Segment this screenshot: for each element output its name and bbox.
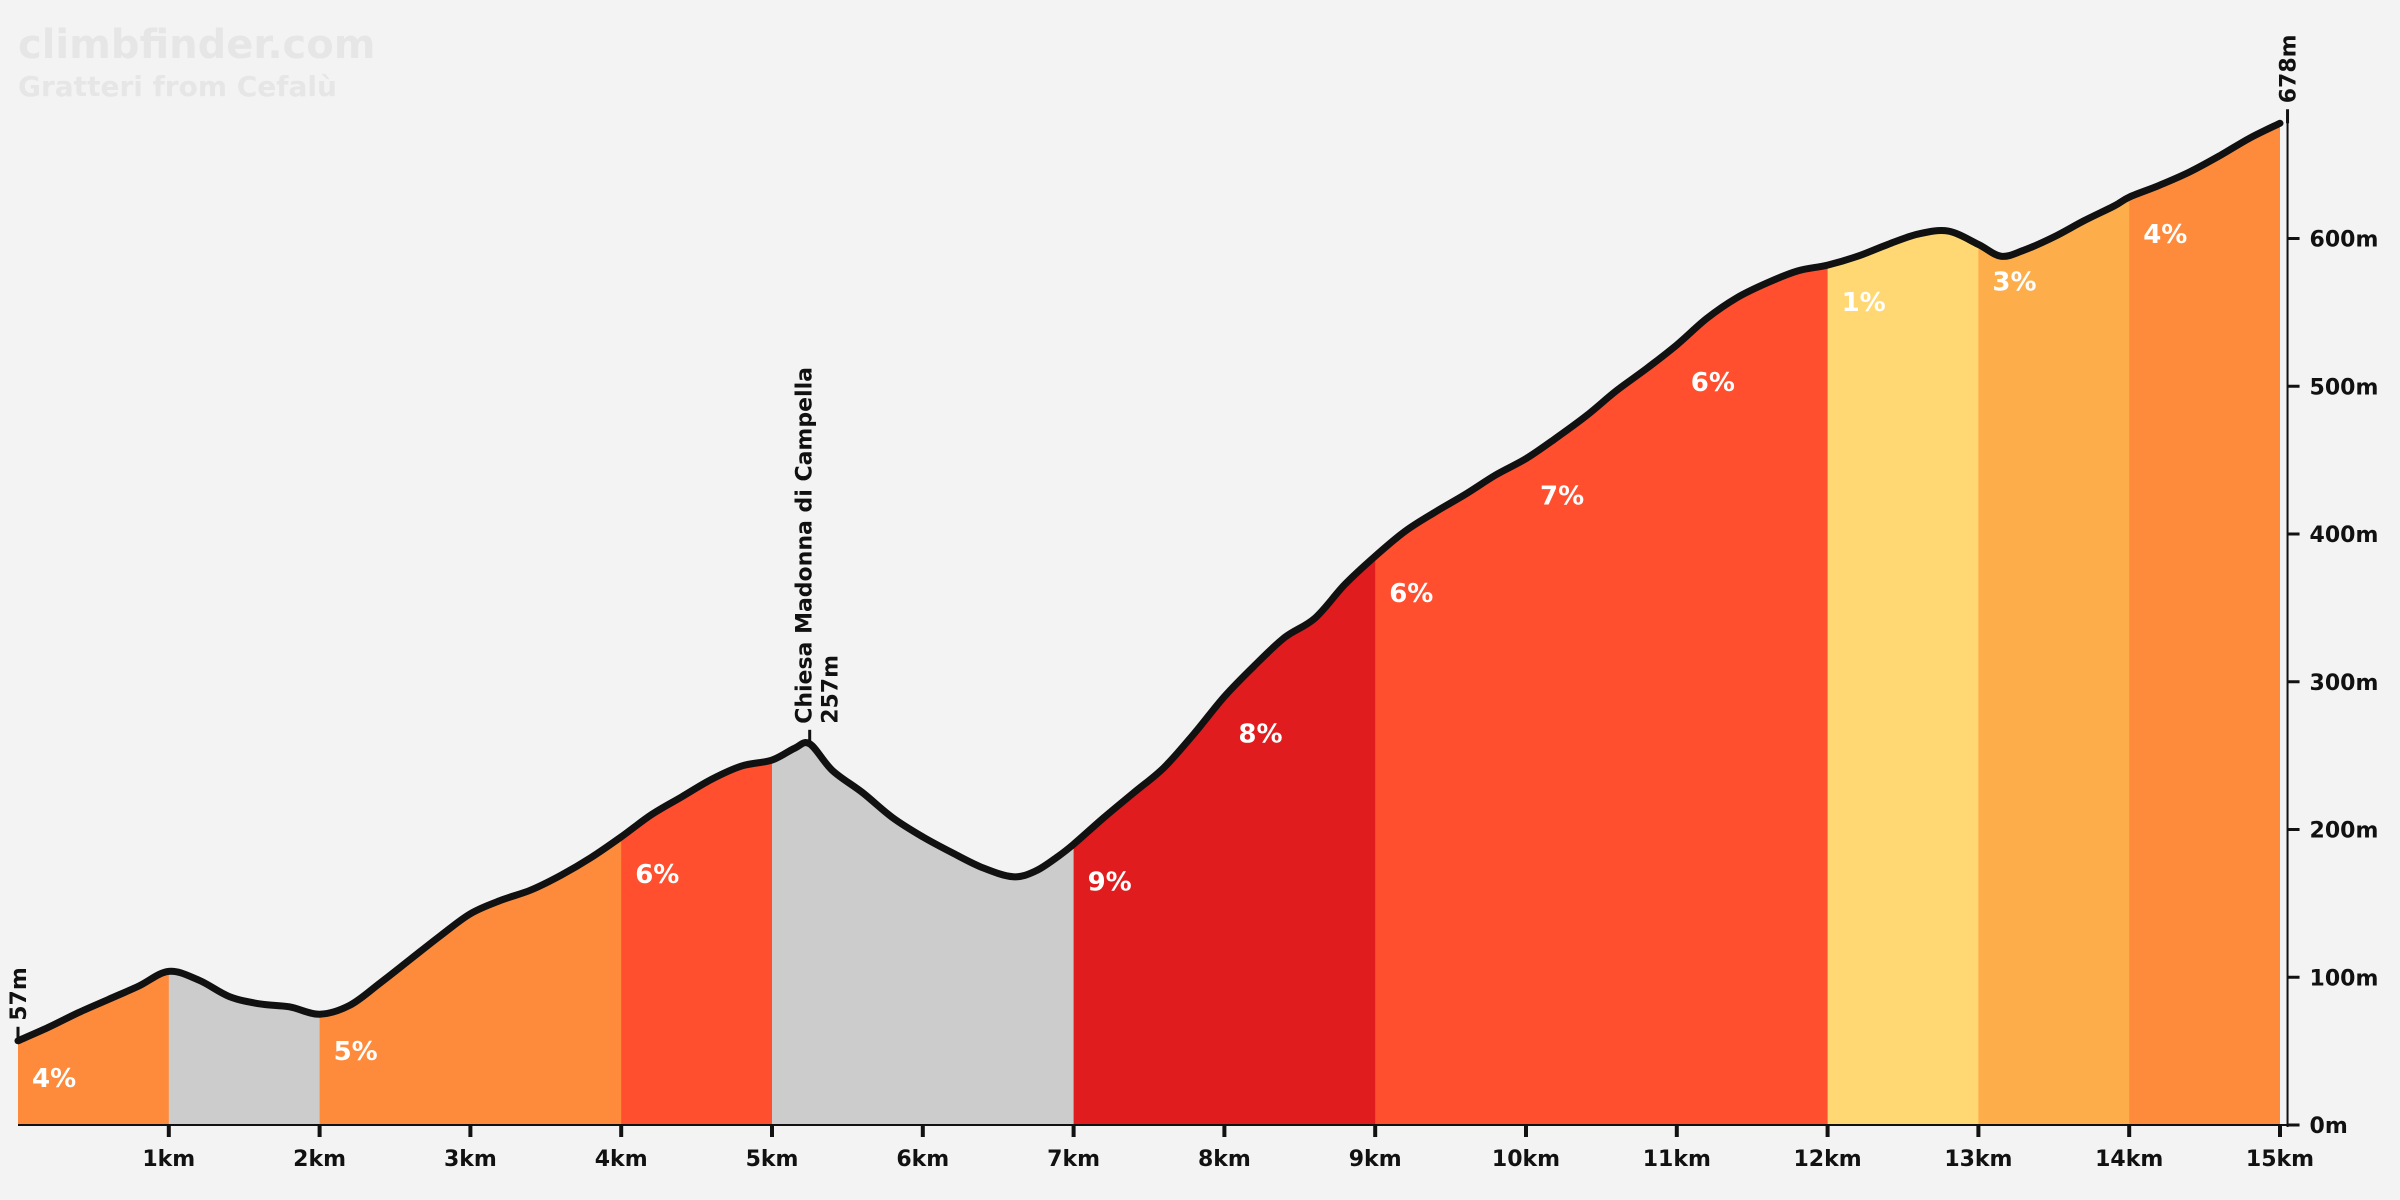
x-tick-label: 8km: [1198, 1147, 1251, 1172]
x-tick-label: 7km: [1047, 1147, 1100, 1172]
x-tick-label: 12km: [1794, 1147, 1862, 1172]
profile-line: [14, 119, 2284, 1045]
grade-label: 6%: [635, 860, 679, 890]
annotation-value: 57m: [7, 967, 32, 1021]
y-tick-label: 600m: [2310, 228, 2379, 253]
x-tick-label: 3km: [444, 1147, 497, 1172]
grade-label: 9%: [1088, 867, 1132, 897]
x-tick-label: 10km: [1492, 1147, 1560, 1172]
grade-segment: [2129, 123, 2280, 1125]
site-watermark: climbfinder.com: [18, 22, 375, 68]
grade-segment: [621, 123, 773, 1125]
grade-segment: [1978, 123, 2130, 1125]
grade-segment: [1526, 123, 1678, 1125]
grade-segment: [1224, 123, 1376, 1125]
grade-segment: [1375, 123, 1527, 1125]
grade-label: 6%: [1691, 368, 1735, 398]
x-tick-label: 5km: [746, 1147, 799, 1172]
grade-segment: [18, 123, 170, 1125]
x-tick-label: 1km: [142, 1147, 195, 1172]
grade-segment: [319, 123, 622, 1125]
x-tick-label: 14km: [2095, 1147, 2163, 1172]
climb-title: Gratteri from Cefalù: [18, 70, 337, 103]
x-tick-label: 4km: [595, 1147, 648, 1172]
x-tick-label: 11km: [1643, 1147, 1711, 1172]
x-tick-label: 6km: [896, 1147, 949, 1172]
grade-label: 6%: [1389, 579, 1433, 609]
y-tick-label: 100m: [2310, 966, 2379, 991]
y-tick-label: 0m: [2310, 1114, 2348, 1139]
y-tick-label: 300m: [2310, 671, 2379, 696]
y-tick-label: 200m: [2310, 819, 2379, 844]
x-tick-label: 15km: [2246, 1147, 2314, 1172]
grade-label: 5%: [334, 1037, 378, 1067]
grade-label: 8%: [1238, 720, 1282, 750]
grade-segment: [1073, 123, 1225, 1125]
y-tick-label: 500m: [2310, 375, 2379, 400]
grade-labels: 4% 5% 6% 9% 8% 6% 7% 6% 1% 3% 4%: [32, 220, 2187, 1094]
y-tick-label: 400m: [2310, 523, 2379, 548]
annotations: 57m Chiesa Madonna di Campella 257m 678m: [7, 34, 2302, 1041]
axes: 1km 2km 3km 4km 5km 6km 7km 8km 9km 10km 11km 12km 1…: [18, 117, 2378, 1172]
annotation-value: 257m: [819, 655, 844, 724]
grade-label: 1%: [1842, 288, 1886, 318]
x-tick-label: 2km: [293, 1147, 346, 1172]
grade-label: 3%: [1992, 267, 2036, 297]
grade-label: 4%: [32, 1064, 76, 1094]
annotation-value: 678m: [2277, 34, 2302, 103]
x-tick-label: 9km: [1349, 1147, 1402, 1172]
annotation-label: Chiesa Madonna di Campella: [793, 367, 818, 724]
grade-segment: [1827, 123, 1979, 1125]
grade-label: 7%: [1540, 482, 1584, 512]
grade-areas: [18, 123, 2280, 1125]
grade-label: 4%: [2143, 220, 2187, 250]
grade-segment: [168, 123, 321, 1125]
x-tick-label: 13km: [1944, 1147, 2012, 1172]
grade-segment: [1676, 123, 1829, 1125]
